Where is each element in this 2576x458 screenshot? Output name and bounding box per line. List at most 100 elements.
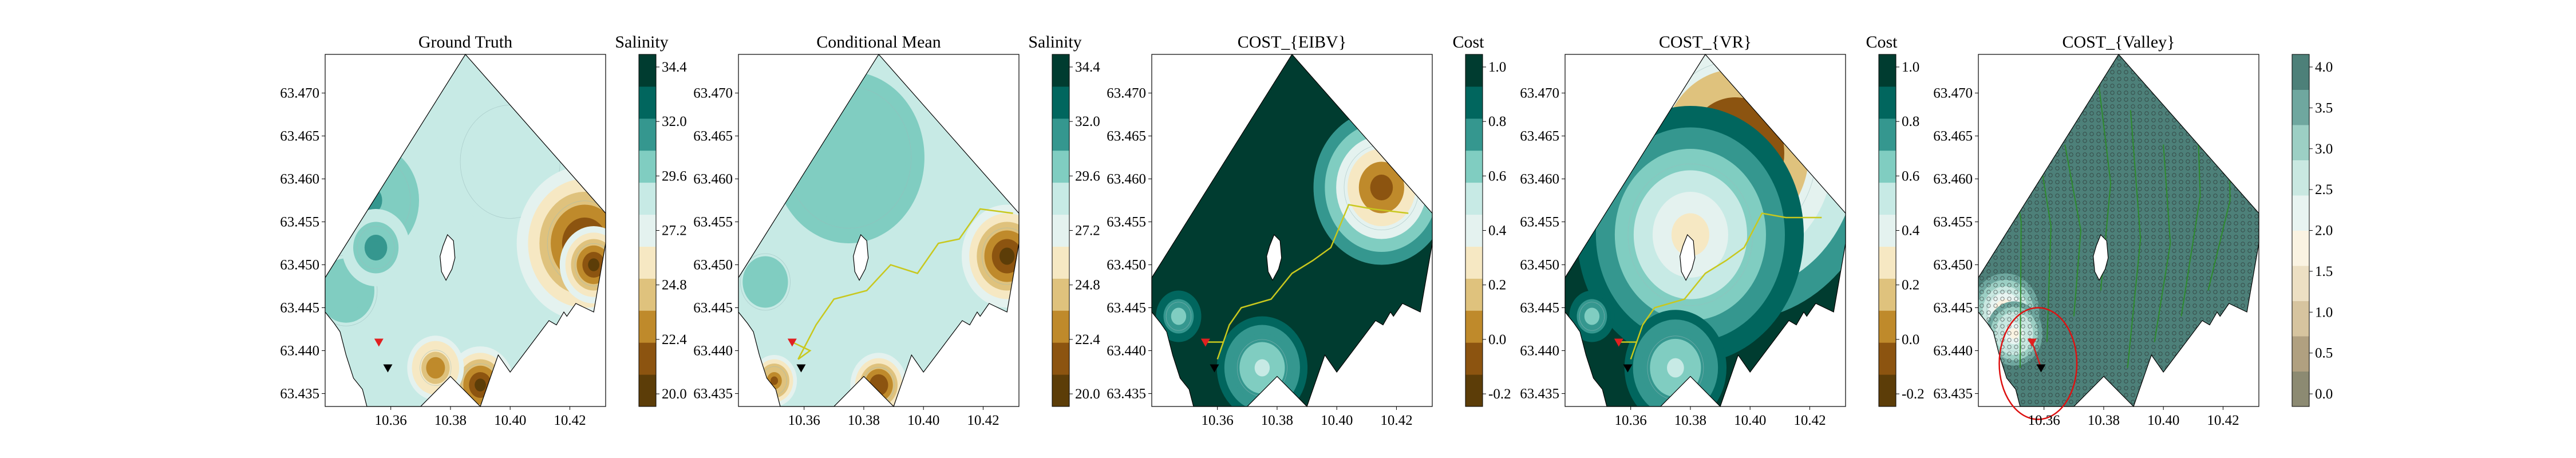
colorbar-band bbox=[2292, 301, 2309, 337]
colorbar-tick-label: 22.4 bbox=[1075, 332, 1100, 348]
colorbar-band bbox=[1879, 310, 1896, 343]
colorbar-tick-label: 34.4 bbox=[1075, 60, 1100, 75]
colorbar-tick-label: 27.2 bbox=[662, 223, 687, 239]
colorbar-tick-label: 0.5 bbox=[2315, 346, 2333, 361]
contour-fill bbox=[430, 362, 441, 373]
contour-fill bbox=[1254, 359, 1270, 377]
trajectory bbox=[2031, 342, 2042, 368]
colorbar-label: Salinity bbox=[1028, 33, 1081, 52]
contour-fill bbox=[874, 380, 884, 390]
contour-fill bbox=[475, 378, 486, 392]
colorbar-band bbox=[2292, 89, 2309, 125]
colorbar-band bbox=[1879, 278, 1896, 311]
x-tick-label: 10.36 bbox=[1202, 413, 1234, 428]
colorbar-tick-label: -0.2 bbox=[1902, 386, 1925, 402]
colorbar-band bbox=[1052, 54, 1069, 87]
trajectory bbox=[792, 208, 1013, 360]
y-tick-label: 63.440 bbox=[280, 344, 319, 359]
budget-circle bbox=[1998, 307, 2078, 420]
colorbar-band bbox=[1052, 150, 1069, 183]
y-tick-label: 63.440 bbox=[1107, 344, 1146, 359]
colorbar-tick-label: 24.8 bbox=[662, 278, 687, 293]
island bbox=[853, 234, 869, 281]
colorbar-tick-label: 27.2 bbox=[1075, 223, 1100, 239]
x-tick-label: 10.36 bbox=[375, 413, 407, 428]
colorbar-band bbox=[2292, 195, 2309, 231]
colorbar-band bbox=[1879, 182, 1896, 215]
colorbar-band bbox=[639, 310, 656, 343]
y-tick-label: 63.465 bbox=[1107, 129, 1146, 144]
contour-fill bbox=[1671, 213, 1709, 256]
start-marker bbox=[787, 338, 797, 347]
colorbar-band bbox=[1465, 246, 1483, 279]
contour-line bbox=[575, 243, 606, 287]
x-tick-label: 10.38 bbox=[848, 413, 880, 428]
colorbar-band bbox=[639, 86, 656, 119]
x-tick-label: 10.36 bbox=[1615, 413, 1647, 428]
colorbar-tick-label: 1.0 bbox=[1488, 60, 1506, 75]
y-tick-label: 63.445 bbox=[693, 301, 733, 316]
y-tick-label: 63.450 bbox=[1933, 258, 1973, 273]
lake-boundary bbox=[325, 54, 606, 408]
y-tick-label: 63.465 bbox=[693, 129, 733, 144]
x-tick-label: 10.38 bbox=[1674, 413, 1706, 428]
colorbar-band bbox=[639, 342, 656, 375]
graph-edge bbox=[2064, 144, 2081, 317]
start-marker bbox=[1614, 338, 1623, 347]
colorbar-band bbox=[1052, 214, 1069, 247]
x-tick-label: 10.38 bbox=[2088, 413, 2120, 428]
current-marker bbox=[1210, 364, 1219, 373]
y-tick-label: 63.435 bbox=[693, 386, 733, 402]
colorbar-tick-label: 0.4 bbox=[1488, 223, 1507, 239]
panel-title: COST_{EIBV} bbox=[1238, 33, 1346, 52]
y-tick-label: 63.470 bbox=[1520, 86, 1559, 101]
colorbar-tick-label: 0.8 bbox=[1488, 114, 1506, 129]
colorbar-band bbox=[1052, 310, 1069, 343]
colorbar-band bbox=[1879, 118, 1896, 151]
colorbar-tick-label: 0.0 bbox=[2315, 386, 2333, 402]
contour-fill bbox=[770, 376, 779, 385]
contour-line bbox=[1579, 302, 1605, 331]
colorbar-label: Cost bbox=[1452, 33, 1484, 52]
y-tick-label: 63.450 bbox=[1107, 258, 1146, 273]
y-tick-label: 63.435 bbox=[1933, 386, 1973, 402]
colorbar-tick-label: 34.4 bbox=[662, 60, 687, 75]
contour-fill bbox=[588, 258, 600, 271]
y-tick-label: 63.455 bbox=[1933, 215, 1973, 230]
colorbar-band bbox=[1465, 214, 1483, 247]
graph-edge bbox=[2154, 144, 2171, 342]
x-tick-label: 10.42 bbox=[2207, 413, 2239, 428]
x-tick-label: 10.36 bbox=[2028, 413, 2060, 428]
y-tick-label: 63.440 bbox=[693, 344, 733, 359]
colorbar-band bbox=[1052, 118, 1069, 151]
colorbar-tick-label: 32.0 bbox=[1075, 114, 1100, 129]
y-tick-label: 63.445 bbox=[280, 301, 319, 316]
y-tick-label: 63.460 bbox=[1933, 172, 1973, 187]
colorbar-tick-label: 29.6 bbox=[1075, 168, 1100, 184]
x-tick-label: 10.42 bbox=[967, 413, 999, 428]
colorbar-band bbox=[1879, 54, 1896, 87]
colorbar-tick-label: 0.4 bbox=[1902, 223, 1920, 239]
panel-2: COST_{EIBV} 10.36 10.38 10.40 10.42 63.470 63.… bbox=[1107, 33, 1511, 428]
colorbar-band bbox=[1052, 374, 1069, 407]
y-tick-label: 63.445 bbox=[1933, 301, 1973, 316]
trajectory bbox=[1618, 212, 1822, 360]
colorbar-tick-label: 1.5 bbox=[2315, 264, 2333, 279]
start-marker bbox=[1200, 338, 1210, 347]
colorbar-band bbox=[639, 246, 656, 279]
x-tick-label: 10.42 bbox=[1380, 413, 1412, 428]
colorbar-tick-label: 0.0 bbox=[1488, 332, 1506, 348]
colorbar-band bbox=[1052, 278, 1069, 311]
y-tick-label: 63.450 bbox=[693, 258, 733, 273]
colorbar-band bbox=[639, 214, 656, 247]
panel-0: Ground Truth 10.36 10.38 10.40 10.42 63.470 63… bbox=[280, 33, 687, 428]
colorbar-tick-label: 0.6 bbox=[1902, 168, 1919, 184]
panel-title: COST_{VR} bbox=[1659, 33, 1752, 52]
colorbar-band bbox=[639, 278, 656, 311]
panel-title: COST_{Valley} bbox=[2062, 33, 2175, 52]
colorbar-band bbox=[1879, 374, 1896, 407]
colorbar-tick-label: 3.0 bbox=[2315, 141, 2333, 157]
y-tick-label: 63.435 bbox=[1107, 386, 1146, 402]
colorbar-band bbox=[1879, 342, 1896, 375]
